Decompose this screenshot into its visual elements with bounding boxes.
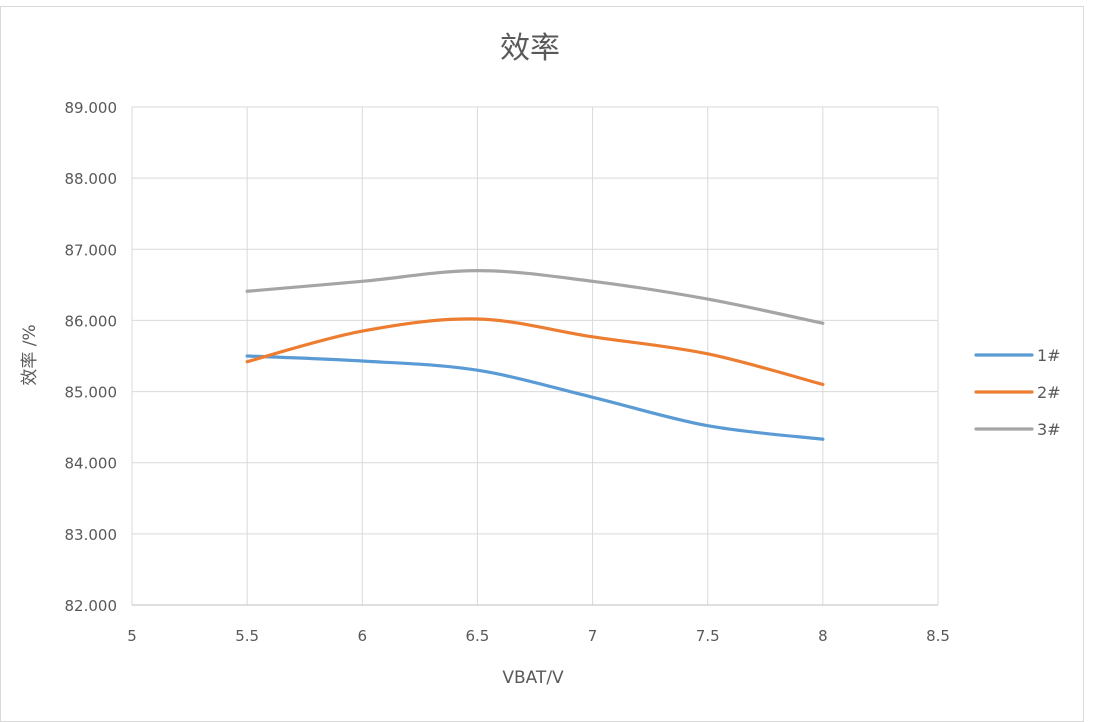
- x-tick-label: 5: [127, 627, 137, 645]
- y-tick-label: 89.000: [65, 99, 118, 117]
- y-tick-label: 86.000: [65, 312, 118, 330]
- y-axis-title: 效率 /%: [20, 324, 40, 385]
- series-line-1: [245, 354, 825, 441]
- y-tick-label: 85.000: [65, 384, 118, 402]
- series-line-2: [245, 317, 825, 387]
- chart-title: 效率: [500, 31, 560, 66]
- legend-label: 1#: [1037, 346, 1061, 365]
- series-line-3: [245, 269, 825, 325]
- y-tick-label: 87.000: [65, 241, 118, 259]
- legend-entry: 3#: [974, 420, 1061, 439]
- legend: 1# 2# 3#: [974, 346, 1061, 439]
- x-tick-label: 7.5: [696, 627, 720, 645]
- x-tick-label: 5.5: [235, 627, 259, 645]
- legend-entry: 2#: [974, 383, 1061, 402]
- y-tick-label: 83.000: [65, 526, 118, 544]
- y-tick-label: 82.000: [65, 597, 118, 615]
- legend-entry: 1#: [974, 346, 1061, 365]
- series-lines: [245, 269, 825, 441]
- x-axis-tick-labels: 5 5.5 6 6.5 7 7.5 8 8.5: [127, 627, 950, 645]
- x-tick-label: 7: [588, 627, 598, 645]
- y-tick-label: 84.000: [65, 455, 118, 473]
- x-axis-title: VBAT/V: [502, 668, 564, 688]
- x-tick-label: 6: [358, 627, 368, 645]
- y-axis-tick-labels: 82.000 83.000 84.000 85.000 86.000 87.000 88.0…: [65, 99, 118, 615]
- y-tick-label: 88.000: [65, 170, 118, 188]
- x-tick-label: 8.5: [926, 627, 950, 645]
- x-tick-label: 6.5: [465, 627, 489, 645]
- chart-area-border: [0, 6, 1084, 722]
- legend-label: 2#: [1037, 383, 1061, 402]
- x-tick-label: 8: [818, 627, 828, 645]
- legend-label: 3#: [1037, 420, 1061, 439]
